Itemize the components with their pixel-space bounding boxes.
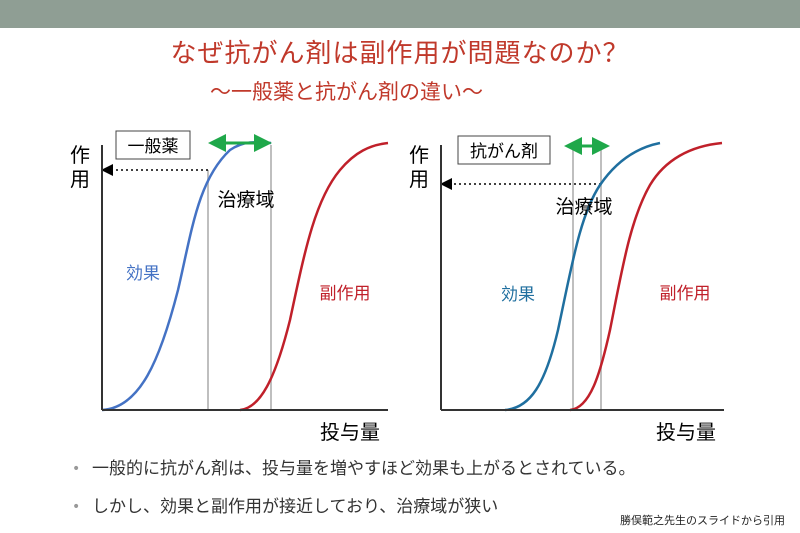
left-box-frame — [115, 130, 191, 160]
bullet-dot: • — [72, 461, 81, 477]
left-x-axis-label: 投与量 — [320, 420, 380, 444]
right-box-label: 抗がん剤 — [470, 142, 538, 162]
right-y-axis-label-2: 用 — [409, 167, 429, 191]
left-effect-label: 効果 — [126, 264, 160, 284]
right-side-effect-curve — [569, 141, 723, 412]
left-box-label: 一般薬 — [128, 137, 179, 157]
right-window-label: 治療域 — [555, 196, 612, 218]
right-y-axis-label-1: 作 — [409, 143, 429, 167]
bullet-item: • しかし、効果と副作用が接近しており、治療域が狭い — [72, 494, 636, 532]
left-window-label: 治療域 — [217, 189, 274, 211]
right-chart: 抗がん剤 作 用 作用 治療域 効果 副作用 投与量 — [409, 135, 724, 444]
right-effect-curve — [504, 141, 661, 412]
bullet-text: 一般的に抗がん剤は、投与量を増やすほど効果も上がるとされている。 — [92, 459, 636, 479]
bullet-dot: • — [72, 499, 81, 515]
left-chart: 一般薬 作 用 作用 治療域 効果 副作用 投与量 — [70, 130, 389, 444]
right-effect-label: 効果 — [501, 285, 535, 305]
left-y-axis-label-2: 用 — [70, 167, 90, 191]
left-side-effect-curve — [239, 141, 389, 412]
slide-subtitle: ～一般薬と抗がん剤の違い～ — [210, 80, 483, 104]
bullet-text: しかし、効果と副作用が接近しており、治療域が狭い — [92, 497, 499, 517]
source-credit: 勝俣範之先生のスライドから引用 — [620, 514, 785, 527]
left-y-axis-label-1: 作 — [70, 143, 90, 167]
right-x-axis-label: 投与量 — [656, 420, 716, 444]
right-box-frame — [457, 135, 551, 165]
left-side-effect-label: 副作用 — [320, 284, 371, 304]
slide-title: なぜ抗がん剤は副作用が問題なのか？ — [170, 39, 630, 69]
bullet-list: • 一般的に抗がん剤は、投与量を増やすほど効果も上がるとされている。 • しかし… — [72, 456, 636, 532]
bullet-item: • 一般的に抗がん剤は、投与量を増やすほど効果も上がるとされている。 — [72, 456, 636, 494]
right-side-effect-label: 副作用 — [660, 284, 711, 304]
top-bar — [0, 0, 800, 28]
